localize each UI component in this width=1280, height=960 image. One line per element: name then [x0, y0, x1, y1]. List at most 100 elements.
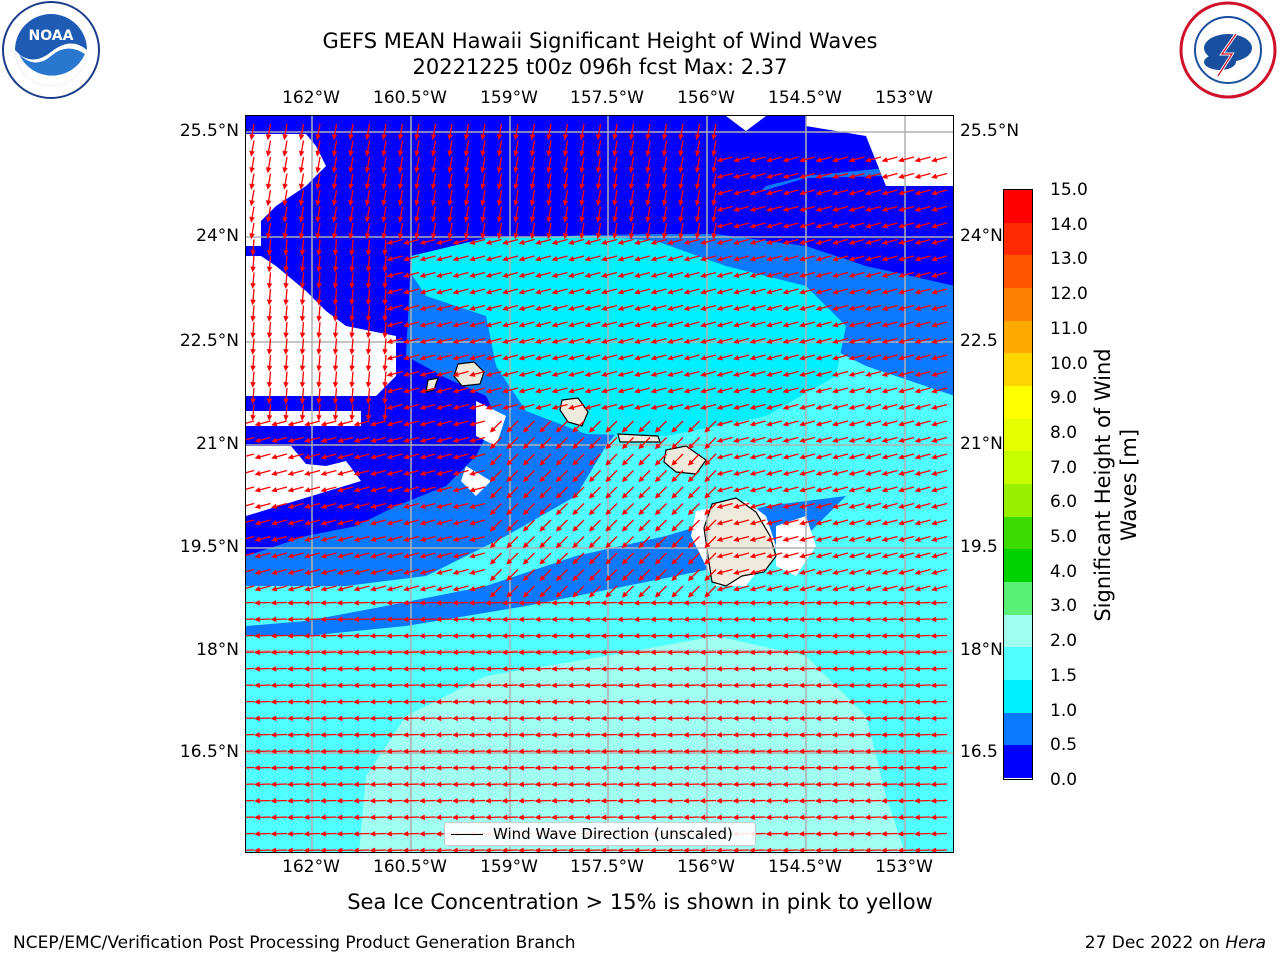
colorbar-segment [1004, 386, 1032, 420]
wave-direction-arrowhead [765, 732, 772, 738]
wave-direction-arrowhead [667, 289, 674, 295]
lon-tick-top-2: 159°W [480, 88, 538, 108]
wave-direction-arrow [246, 453, 255, 457]
wave-direction-arrowhead [650, 338, 657, 344]
colorbar-tick-label: 11.0 [1050, 318, 1088, 339]
wave-direction-arrowhead [682, 732, 689, 738]
wave-direction-arrowhead [250, 365, 256, 372]
wave-direction-arrowhead [913, 699, 920, 705]
wave-direction-arrowhead [271, 586, 278, 592]
wave-direction-arrowhead [748, 600, 755, 606]
wave-direction-arrowhead [704, 443, 711, 450]
wave-direction-arrowhead [765, 666, 772, 672]
wave-direction-arrowhead [931, 470, 938, 476]
wave-direction-arrowhead [332, 299, 339, 306]
wave-direction-arrowhead [733, 586, 740, 592]
wave-direction-arrowhead [583, 748, 590, 755]
wave-direction-arrowhead [568, 272, 575, 278]
wave-direction-arrowhead [518, 322, 525, 328]
wave-direction-arrowhead [897, 616, 904, 623]
wave-direction-arrowhead [518, 355, 525, 361]
wave-direction-arrowhead [419, 437, 426, 443]
wave-direction-arrowhead [584, 338, 591, 344]
wave-direction-arrowhead [283, 348, 289, 355]
wave-direction-arrow [246, 651, 255, 653]
wave-direction-arrowhead [749, 388, 756, 394]
wave-direction-arrowhead [534, 748, 541, 755]
wave-direction-arrowhead [865, 520, 872, 526]
wave-direction-arrowhead [270, 715, 277, 722]
wave-direction-arrowhead [766, 338, 773, 344]
wave-direction-arrowhead [700, 404, 707, 410]
wave-direction-arrowhead [319, 666, 326, 672]
wave-direction-arrowhead [914, 586, 921, 592]
wave-direction-arrowhead [621, 542, 628, 549]
wave-direction-arrowhead [621, 591, 628, 598]
wave-direction-arrowhead [865, 487, 872, 493]
wave-direction-arrowhead [732, 616, 739, 623]
wave-direction-arrowhead [370, 421, 377, 427]
wave-direction-arrowhead [699, 600, 706, 606]
wave-direction-arrowhead [418, 798, 425, 804]
wave-direction-arrowhead [348, 150, 354, 157]
wave-direction-arrowhead [579, 216, 585, 223]
wave-direction-arrowhead [567, 616, 574, 623]
wave-direction-arrowhead [832, 569, 839, 575]
wave-direction-arrowhead [782, 305, 789, 311]
wave-direction-arrowhead [699, 781, 706, 788]
wave-direction-arrowhead [931, 256, 938, 262]
wave-direction-arrowhead [485, 338, 492, 344]
wave-direction-arrowhead [699, 715, 706, 722]
wave-direction-arrowhead [435, 715, 442, 722]
wave-direction-arrowhead [286, 699, 293, 705]
wave-direction-arrowhead [682, 781, 689, 788]
wave-direction-arrowhead [749, 239, 756, 245]
wave-direction-arrowhead [671, 509, 678, 516]
wave-direction-arrowhead [253, 732, 260, 738]
wave-direction-arrowhead [638, 558, 645, 565]
wave-direction-arrowhead [522, 476, 529, 483]
wave-direction-arrowhead [436, 256, 443, 262]
wave-direction-arrowhead [254, 437, 261, 443]
wave-direction-arrowhead [298, 200, 305, 207]
wave-direction-arrowhead [502, 388, 509, 394]
wave-direction-arrowhead [468, 748, 475, 755]
wave-direction-arrowhead [634, 388, 641, 394]
wave-direction-arrowhead [299, 381, 306, 388]
wave-direction-arrowhead [847, 616, 854, 623]
wave-direction-arrowhead [419, 338, 426, 344]
wave-direction-arrowhead [913, 715, 920, 722]
wave-direction-arrowhead [501, 600, 508, 606]
wave-direction-arrowhead [386, 487, 393, 493]
wave-direction-arrowhead [865, 272, 872, 278]
wave-direction-arrowhead [616, 600, 623, 606]
wave-direction-arrowhead [782, 487, 789, 493]
wave-direction-arrowhead [654, 509, 661, 516]
wave-direction-arrowhead [583, 765, 590, 771]
wave-direction-arrowhead [732, 765, 739, 771]
wave-direction-arrowhead [469, 470, 476, 476]
wave-direction-arrowhead [319, 798, 326, 804]
wave-direction-arrowhead [732, 682, 739, 689]
wave-direction-arrowhead [715, 748, 722, 755]
wave-direction-arrowhead [517, 666, 524, 672]
wave-direction-arrowhead [814, 666, 821, 672]
wave-direction-arrowhead [814, 600, 821, 606]
wave-direction-arrowhead [782, 206, 789, 212]
wave-direction-arrowhead [489, 459, 496, 466]
wave-direction-arrow [246, 601, 255, 604]
wave-direction-arrowhead [880, 732, 887, 738]
wave-direction-arrowhead [484, 616, 491, 623]
wave-direction-arrowhead [403, 272, 410, 278]
wave-direction-arrow [246, 568, 255, 573]
wave-direction-arrowhead [898, 487, 905, 493]
wave-direction-arrowhead [463, 216, 470, 223]
wave-direction-arrowhead [766, 305, 773, 311]
wave-direction-arrowhead [365, 348, 372, 355]
wave-direction-arrowhead [881, 239, 888, 245]
wave-direction-arrowhead [847, 666, 854, 672]
wave-direction-arrowhead [831, 732, 838, 738]
wave-direction-arrowhead [316, 348, 322, 355]
wave-direction-arrowhead [567, 633, 574, 639]
wave-direction-arrowhead [369, 798, 376, 804]
